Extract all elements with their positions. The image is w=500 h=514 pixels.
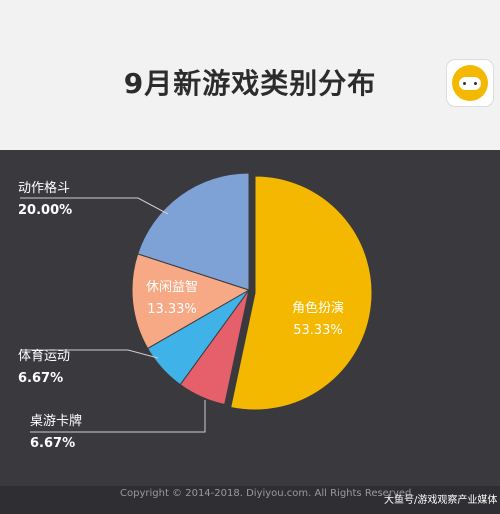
slice-label-board-card: 桌游卡牌 <box>30 413 82 429</box>
slice-value-role-playing: 53.33% <box>293 323 343 338</box>
slice-label-action-fighting: 动作格斗 <box>18 180 70 196</box>
slice-value-sports: 6.67% <box>18 371 63 386</box>
slice-label-casual-puzzle: 休闲益智 <box>146 280 198 295</box>
slice-label-sports: 体育运动 <box>18 348 70 364</box>
pie-slice-casual-puzzle <box>131 253 251 350</box>
title-band <box>0 0 500 150</box>
leader-lines <box>20 197 206 433</box>
pie-chart: 角色扮演 53.33% 休闲益智 13.33% 动作格斗 20.00% 体育运动… <box>18 172 373 451</box>
pie-slice-action-fighting <box>137 172 250 291</box>
copyright-text: Copyright © 2014-2018. Diyiyou.com. All … <box>120 488 415 499</box>
slice-value-casual-puzzle: 13.33% <box>147 302 197 317</box>
pie-slice-role-playing <box>230 175 373 411</box>
source-watermark: 大鱼号/游戏观察产业媒体 <box>384 495 498 506</box>
chart-title: 9月新游戏类别分布 <box>123 67 377 100</box>
gamepad-icon <box>447 60 493 106</box>
footer-bar <box>0 486 500 514</box>
leader-line-action-fighting <box>20 197 169 215</box>
leader-line-board-card <box>30 400 206 433</box>
leader-line-sports <box>20 349 159 359</box>
pie-slices <box>131 172 373 411</box>
slice-value-board-card: 6.67% <box>30 436 75 451</box>
slice-label-role-playing: 角色扮演 <box>292 300 344 316</box>
slice-value-action-fighting: 20.00% <box>18 203 72 218</box>
